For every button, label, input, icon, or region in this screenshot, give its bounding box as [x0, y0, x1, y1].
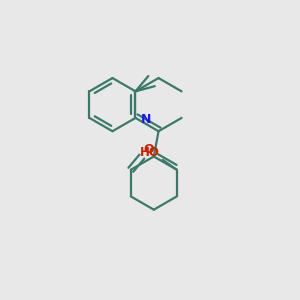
- Text: N: N: [141, 113, 152, 126]
- Text: HO: HO: [140, 146, 160, 159]
- Text: O: O: [143, 143, 154, 156]
